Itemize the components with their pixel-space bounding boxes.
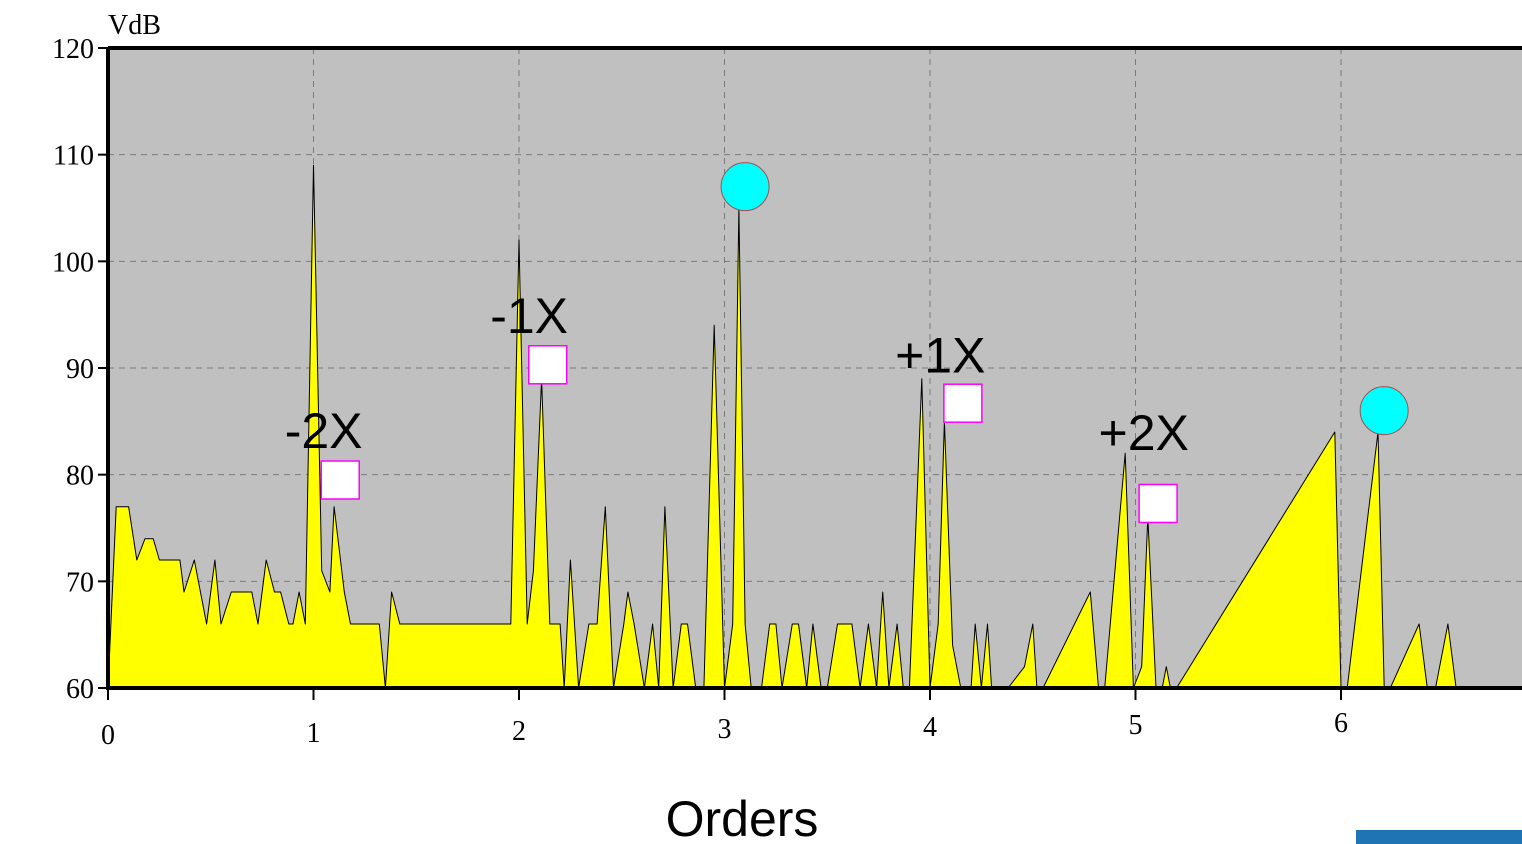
y-tick-label: 100 (52, 247, 94, 278)
y-tick-label: 110 (53, 141, 94, 172)
x-tick-label: 1 (307, 718, 321, 749)
y-tick-label: 80 (66, 461, 94, 492)
sideband-annotation: +1X (895, 327, 985, 383)
tick-labels: 60 70 80 90 100 110 120 0 1 2 3 4 5 6 (52, 34, 1348, 751)
sideband-annotation: +2X (1099, 405, 1189, 461)
peak-circle-marker (720, 162, 770, 212)
y-axis-unit-label: VdB (108, 10, 161, 41)
axes (98, 46, 1522, 700)
sideband-annotation: -2X (285, 403, 363, 459)
brand-logo (1356, 830, 1522, 844)
peak-circle-marker (1359, 386, 1409, 436)
sideband-square-marker (320, 460, 360, 500)
sideband-annotation: -1X (490, 288, 568, 344)
sideband-square-marker (1138, 483, 1178, 524)
sideband-square-marker (528, 345, 568, 385)
y-tick-label: 120 (52, 34, 94, 65)
x-tick-label: 3 (718, 714, 732, 745)
x-axis-label: Orders (666, 791, 819, 844)
x-tick-label: 2 (512, 716, 526, 747)
markers (320, 162, 1409, 524)
annotations: -2X -1X +1X +2X (285, 288, 1189, 461)
y-tick-label: 90 (66, 354, 94, 385)
x-tick-label: 4 (923, 712, 937, 743)
y-tick-label: 60 (66, 674, 94, 705)
x-tick-label: 5 (1129, 710, 1143, 741)
x-tick-label: 6 (1334, 708, 1348, 739)
y-tick-label: 70 (66, 567, 94, 598)
sideband-square-marker (943, 383, 983, 423)
x-tick-label: 0 (101, 720, 115, 751)
